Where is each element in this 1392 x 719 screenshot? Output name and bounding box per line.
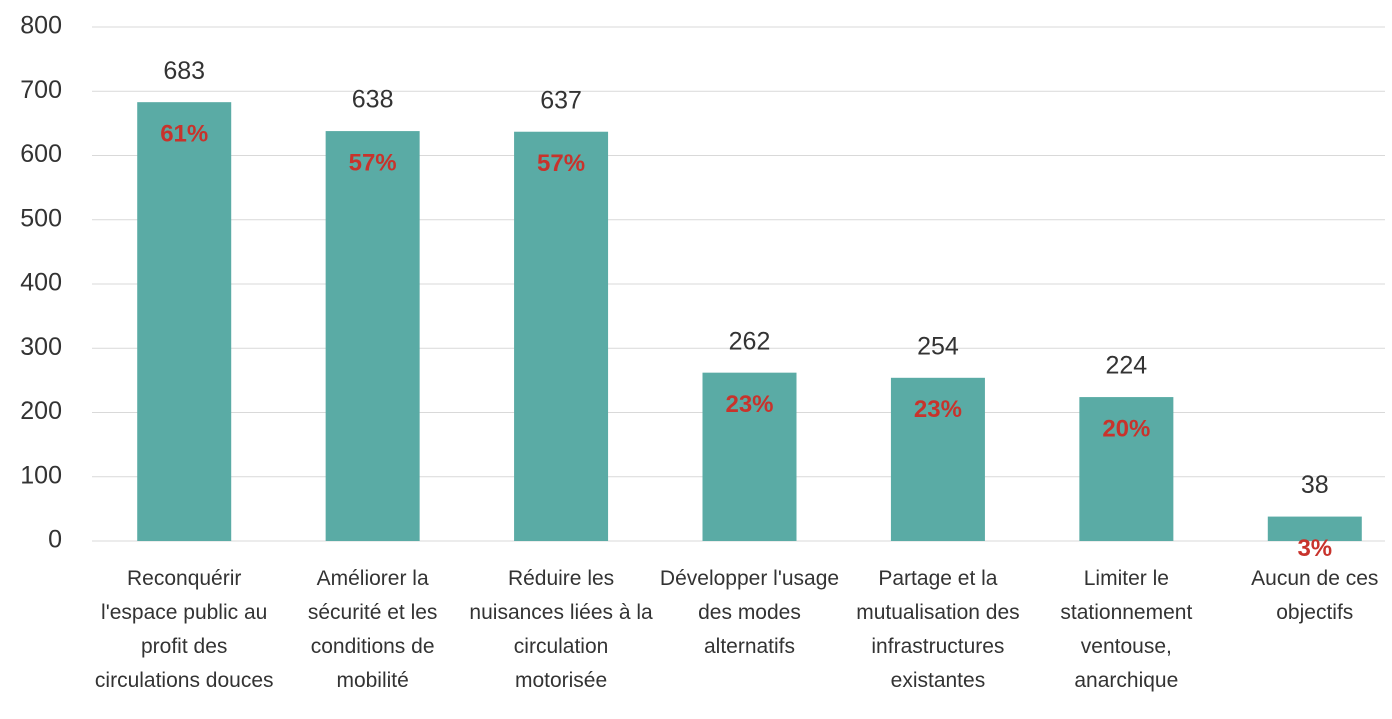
share-label: 23%: [725, 391, 773, 418]
share-label: 20%: [1102, 415, 1150, 442]
x-tick-label: Améliorer la sécurité et les conditions …: [307, 567, 438, 692]
x-tick-label: Aucun de ces objectifs: [1251, 567, 1379, 624]
share-label: 57%: [537, 150, 585, 177]
share-label: 3%: [1297, 535, 1332, 562]
x-tick-label: Développer l'usage des modes alternatifs: [659, 567, 840, 658]
bar: [702, 372, 797, 541]
value-label: 38: [1301, 471, 1329, 499]
value-label: 638: [352, 86, 394, 114]
y-tick-label: 500: [20, 204, 62, 232]
bar: [890, 377, 985, 541]
y-tick-label: 300: [20, 333, 62, 361]
y-tick-label: 600: [20, 140, 62, 168]
y-tick-label: 800: [20, 12, 62, 40]
x-tick-label: Partage et la mutualisation des infrastr…: [856, 567, 1020, 692]
value-label: 224: [1105, 352, 1147, 380]
bar: [325, 131, 420, 541]
bar: [137, 102, 232, 542]
x-tick-label: Réduire les nuisances liées à la circula…: [469, 567, 653, 692]
share-label: 23%: [914, 396, 962, 423]
x-tick-label: Reconquérir l'espace public au profit de…: [94, 567, 274, 692]
bar: [1267, 516, 1362, 541]
share-label: 61%: [160, 121, 208, 148]
value-label: 637: [540, 86, 582, 114]
y-tick-label: 200: [20, 397, 62, 425]
y-tick-label: 100: [20, 461, 62, 489]
value-label: 683: [163, 57, 205, 85]
value-label: 254: [917, 332, 959, 360]
y-tick-label: 700: [20, 76, 62, 104]
value-label: 262: [729, 327, 771, 355]
x-tick-label: Limiter le stationnement ventouse, anarc…: [1060, 567, 1193, 692]
y-tick-label: 400: [20, 269, 62, 297]
bar: [514, 131, 609, 542]
share-label: 57%: [349, 149, 397, 176]
bar: [1079, 397, 1174, 541]
y-tick-label: 0: [48, 526, 62, 554]
